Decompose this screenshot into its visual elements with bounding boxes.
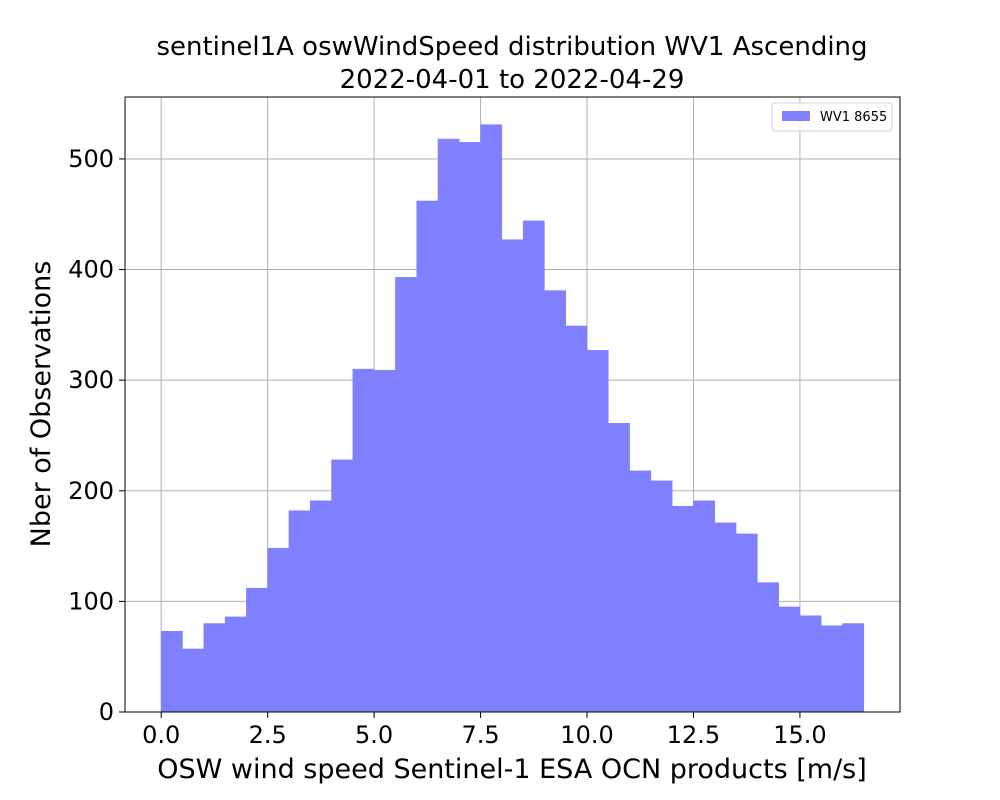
histogram-bars bbox=[160, 124, 865, 713]
histogram-bar bbox=[842, 623, 865, 713]
chart-title: sentinel1A oswWindSpeed distribution WV1… bbox=[156, 32, 867, 62]
histogram-bar bbox=[203, 623, 226, 713]
y-tick-label: 400 bbox=[68, 256, 114, 284]
histogram-bar bbox=[757, 582, 779, 713]
histogram-bar bbox=[309, 500, 332, 713]
histogram-bar bbox=[437, 138, 460, 713]
legend-swatch bbox=[782, 111, 810, 121]
histogram-bar bbox=[820, 625, 843, 713]
histogram-bar bbox=[395, 277, 417, 713]
histogram-bar bbox=[182, 648, 205, 713]
y-tick-label: 500 bbox=[68, 145, 114, 173]
x-tick-label: 5.0 bbox=[355, 721, 393, 749]
x-tick-label: 10.0 bbox=[560, 721, 613, 749]
y-axis-label: Nber of Observations bbox=[26, 261, 57, 548]
y-axis-ticks: 0 100 200 300 400 500 bbox=[68, 145, 125, 726]
y-tick-label: 0 bbox=[99, 698, 114, 726]
histogram-bar bbox=[522, 220, 545, 713]
x-tick-label: 15.0 bbox=[773, 721, 826, 749]
y-tick-label: 300 bbox=[68, 366, 114, 394]
x-tick-label: 7.5 bbox=[461, 721, 499, 749]
histogram-bar bbox=[267, 548, 290, 713]
histogram-bar bbox=[778, 606, 801, 713]
histogram-bar bbox=[352, 368, 375, 713]
histogram-bar bbox=[331, 459, 354, 713]
plot-frame bbox=[124, 96, 901, 713]
y-tick-label: 200 bbox=[68, 477, 114, 505]
legend-box bbox=[771, 102, 893, 132]
histogram-bar bbox=[650, 480, 673, 713]
histogram-bar bbox=[544, 290, 566, 713]
histogram-bar bbox=[693, 500, 716, 713]
legend-label: WV1 8655 bbox=[820, 110, 887, 125]
histogram-bar bbox=[629, 470, 652, 713]
x-tick-label: 12.5 bbox=[667, 721, 720, 749]
histogram-bar bbox=[714, 522, 737, 713]
histogram-bar bbox=[416, 200, 439, 713]
chart-subtitle: 2022-04-01 to 2022-04-29 bbox=[340, 65, 685, 95]
histogram-bar bbox=[224, 616, 247, 713]
x-tick-label: 2.5 bbox=[249, 721, 287, 749]
histogram-bar bbox=[735, 533, 758, 713]
x-tick-label: 0.0 bbox=[142, 721, 180, 749]
histogram-bar bbox=[565, 325, 588, 713]
histogram-bar bbox=[160, 631, 183, 713]
histogram-bar bbox=[501, 239, 524, 713]
histogram-bar bbox=[608, 423, 630, 713]
y-tick-label: 100 bbox=[68, 587, 114, 615]
histogram-bar bbox=[373, 369, 396, 713]
histogram-bar bbox=[459, 142, 481, 713]
histogram-bar bbox=[799, 615, 822, 713]
legend: WV1 8655 bbox=[771, 102, 893, 132]
x-axis-label: OSW wind speed Sentinel-1 ESA OCN produc… bbox=[157, 754, 867, 785]
histogram-bar bbox=[288, 510, 311, 713]
x-axis-ticks: 0.0 2.5 5.0 7.5 10.0 12.5 15.0 bbox=[142, 712, 827, 749]
histogram-bar bbox=[480, 124, 503, 713]
histogram-bar bbox=[586, 350, 609, 713]
histogram-bar bbox=[671, 506, 694, 713]
histogram-bar bbox=[246, 587, 268, 713]
